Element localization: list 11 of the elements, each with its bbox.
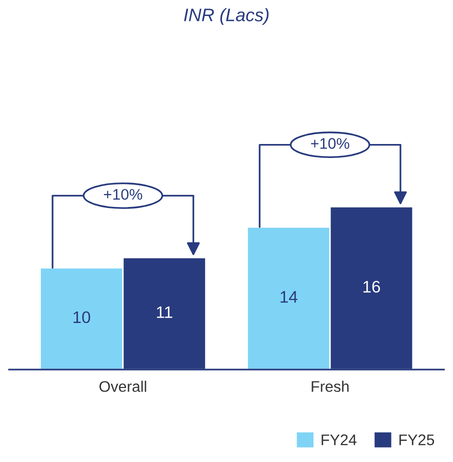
data-label: 16 [363, 280, 380, 293]
x-tick-label: Fresh [312, 380, 349, 392]
legend-label: FY25 [399, 434, 434, 446]
data-label: 10 [74, 311, 90, 324]
text: +10% [104, 188, 142, 200]
data-label: 14 [280, 291, 298, 303]
data-label: 11 [156, 306, 172, 318]
legend-label: FY24 [322, 434, 357, 446]
text: +10% [311, 138, 350, 149]
chart-title: INR (Lacs) [184, 8, 269, 25]
x-tick-label: Overall [99, 380, 146, 392]
